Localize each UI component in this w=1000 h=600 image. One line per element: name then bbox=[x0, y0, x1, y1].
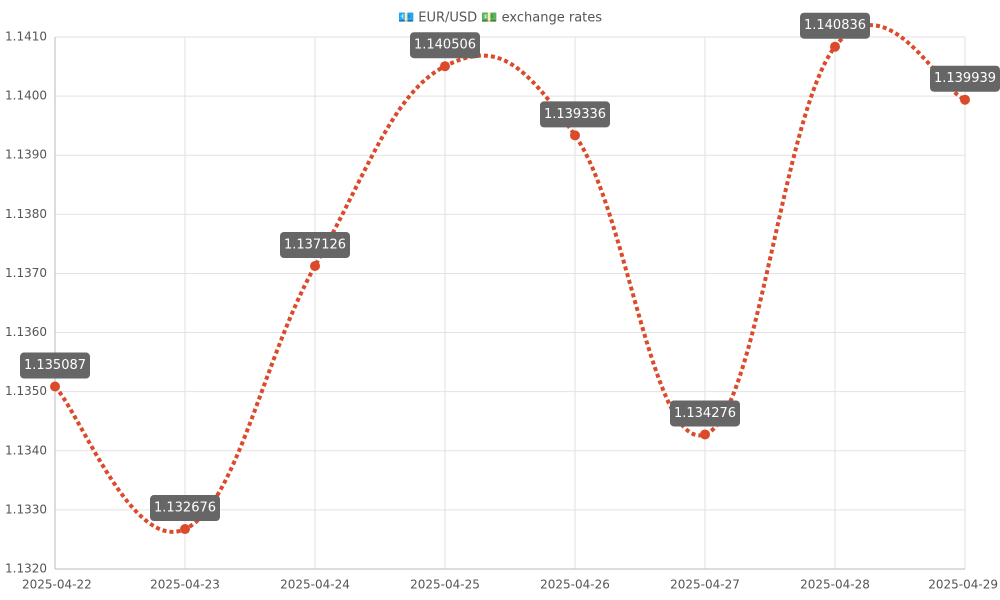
label-box bbox=[280, 231, 350, 258]
y-tick-label: 1.1400 bbox=[5, 89, 47, 103]
line bbox=[53, 23, 966, 534]
data-label: 1.135087 bbox=[24, 358, 86, 373]
x-tick-label: 2025-04-24 bbox=[280, 578, 350, 592]
data-label: 1.132676 bbox=[154, 501, 216, 516]
y-tick-label: 1.1350 bbox=[5, 384, 47, 398]
label-box bbox=[800, 12, 870, 39]
data-label: 1.137126 bbox=[284, 237, 346, 252]
chart-title: 💶 EUR/USD 💵 exchange rates bbox=[398, 11, 602, 26]
label-box bbox=[540, 101, 610, 128]
y-tick-label: 1.1340 bbox=[5, 443, 47, 457]
x-tick-label: 2025-04-26 bbox=[540, 578, 610, 592]
y-tick-label: 1.1380 bbox=[5, 207, 47, 221]
y-tick-label: 1.1410 bbox=[5, 30, 47, 44]
point bbox=[570, 130, 580, 141]
y-tick-label: 1.1320 bbox=[5, 562, 47, 576]
data-label: 1.134276 bbox=[674, 406, 736, 421]
point bbox=[830, 41, 840, 52]
x-tick-label: 2025-04-29 bbox=[928, 578, 998, 592]
label-box bbox=[150, 495, 220, 522]
label-box bbox=[20, 352, 90, 379]
x-tick-label: 2025-04-25 bbox=[410, 578, 480, 592]
y-tick-label: 1.1330 bbox=[5, 502, 47, 516]
data-label: 1.140836 bbox=[804, 18, 866, 33]
data-label: 1.139939 bbox=[934, 71, 996, 86]
x-tick-label: 2025-04-22 bbox=[22, 578, 92, 592]
point bbox=[960, 94, 970, 105]
point bbox=[50, 381, 60, 392]
data-label: 1.139336 bbox=[544, 107, 606, 122]
label-box bbox=[410, 32, 480, 59]
point bbox=[310, 260, 320, 271]
y-tick-label: 1.1370 bbox=[5, 266, 47, 280]
x-tick-label: 2025-04-28 bbox=[800, 578, 870, 592]
y-tick-label: 1.1390 bbox=[5, 148, 47, 162]
x-tick-label: 2025-04-27 bbox=[670, 578, 740, 592]
x-tick-label: 2025-04-23 bbox=[150, 578, 220, 592]
data-label: 1.140506 bbox=[414, 38, 476, 53]
point bbox=[180, 524, 190, 535]
label-box bbox=[930, 65, 1000, 92]
label-box bbox=[670, 400, 740, 427]
y-tick-label: 1.1360 bbox=[5, 325, 47, 339]
point bbox=[700, 429, 710, 440]
point bbox=[440, 61, 450, 72]
